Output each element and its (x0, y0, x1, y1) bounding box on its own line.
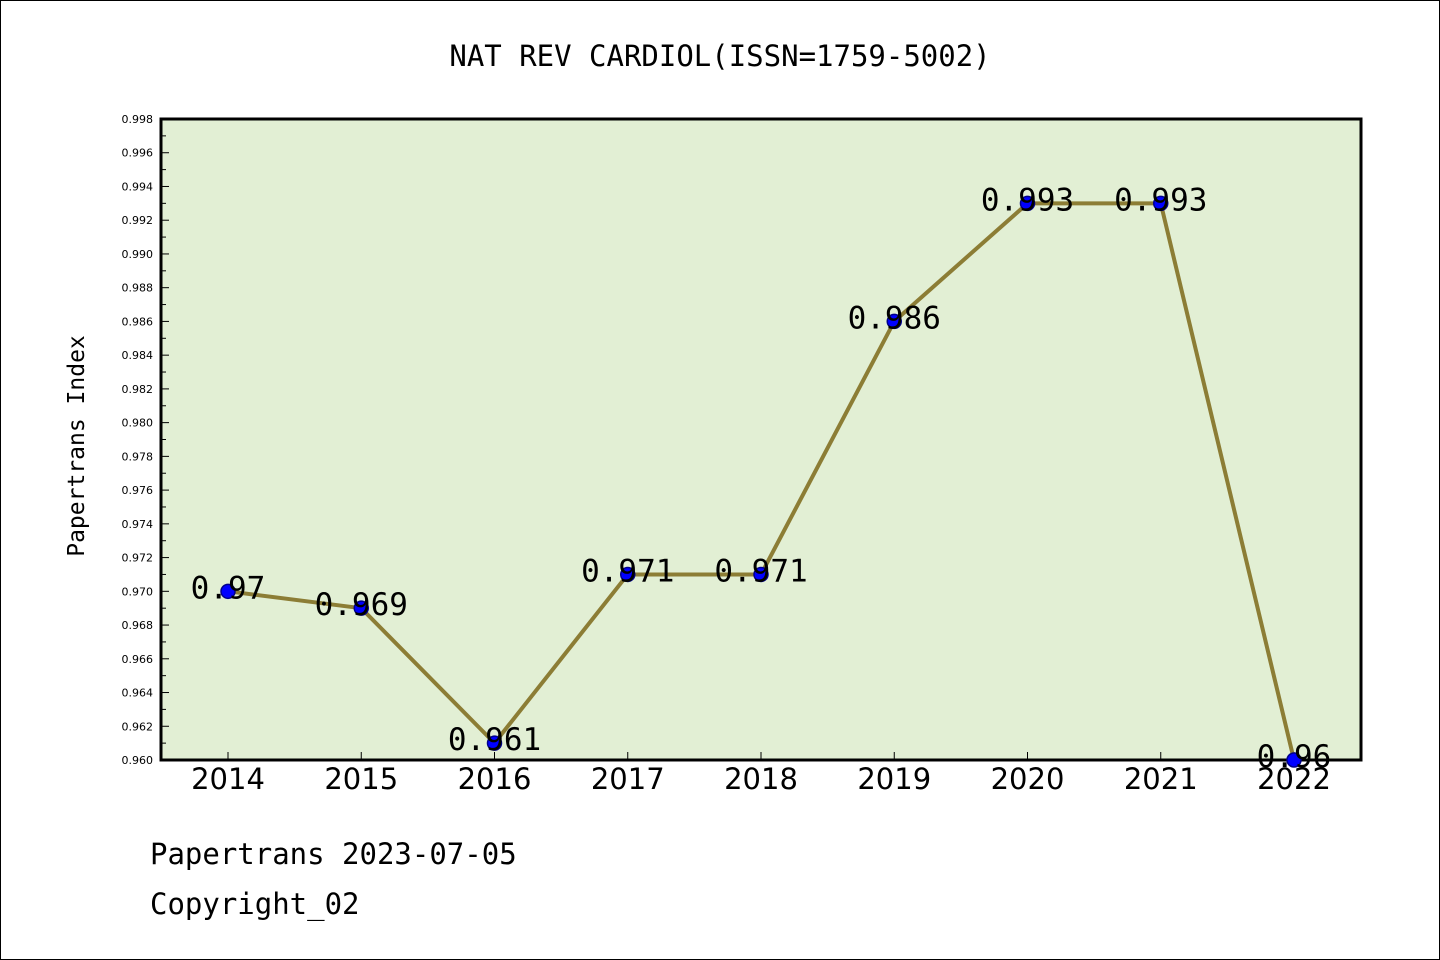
x-tick-label: 2016 (458, 762, 532, 796)
y-tick-label: 0.992 (122, 214, 154, 227)
data-point (220, 583, 236, 600)
data-point (620, 566, 636, 583)
data-label: 0.993 (1114, 182, 1207, 218)
x-tick-label: 2014 (191, 762, 265, 796)
y-tick-label: 0.984 (122, 349, 154, 362)
data-point (1153, 195, 1169, 212)
y-tick-label: 0.974 (122, 518, 154, 531)
y-tick-label: 0.976 (122, 484, 154, 497)
data-point (753, 566, 769, 583)
y-axis-label: Papertrans Index (64, 335, 90, 557)
y-tick-label: 0.996 (122, 147, 154, 160)
plot-area (159, 117, 1363, 762)
data-label: 0.969 (315, 587, 408, 623)
y-tick-label: 0.982 (122, 383, 154, 396)
y-tick-label: 0.998 (122, 113, 154, 126)
data-point (1019, 195, 1036, 212)
y-tick-label: 0.970 (122, 585, 154, 598)
footer-copyright: Copyright_02 (150, 887, 360, 922)
data-label: 0.971 (581, 553, 674, 589)
x-tick-label: 2020 (991, 762, 1065, 796)
y-tick-label: 0.972 (122, 552, 154, 565)
footer-date: Papertrans 2023-07-05 (150, 837, 517, 871)
x-axis: 2014 2015 2016 2017 2018 2019 2020 2021 2022 (191, 752, 1331, 796)
data-label: 0.986 (848, 300, 941, 336)
y-tick-label: 0.994 (122, 180, 154, 193)
x-tick-label: 2021 (1124, 762, 1198, 796)
data-point (1286, 752, 1302, 768)
data-label: 0.96 (1257, 739, 1332, 775)
y-tick-label: 0.980 (122, 417, 154, 430)
y-tick-label: 0.964 (122, 687, 154, 700)
x-tick-label: 2015 (324, 762, 398, 796)
chart-title: NAT REV CARDIOL(ISSN=1759-5002) (449, 39, 990, 73)
x-tick-label: 2018 (724, 762, 798, 796)
data-label: 0.993 (981, 182, 1074, 218)
y-tick-label: 0.990 (122, 248, 154, 261)
y-tick-label: 0.968 (122, 619, 154, 632)
y-tick-label: 0.966 (122, 653, 154, 666)
data-label: 0.971 (714, 553, 807, 589)
y-tick-label: 0.978 (122, 450, 154, 463)
data-point (486, 735, 503, 751)
y-tick-label: 0.962 (122, 720, 154, 733)
series-markers (220, 195, 1302, 768)
data-labels: 0.97 0.969 0.961 0.971 0.971 0.986 0.993 0.993 0… (191, 182, 1332, 775)
data-point (353, 600, 369, 616)
x-tick-label: 2017 (591, 762, 665, 796)
data-label: 0.961 (448, 722, 541, 758)
y-axis: 0.960 0.962 0.964 0.966 0.968 0.970 0.972 0.974… (122, 113, 169, 767)
x-tick-label: 2019 (857, 762, 931, 796)
data-label: 0.97 (191, 570, 266, 606)
y-tick-label: 0.986 (122, 315, 154, 328)
y-tick-label: 0.988 (122, 282, 154, 295)
y-tick-label: 0.960 (122, 754, 154, 767)
data-point (886, 313, 902, 330)
